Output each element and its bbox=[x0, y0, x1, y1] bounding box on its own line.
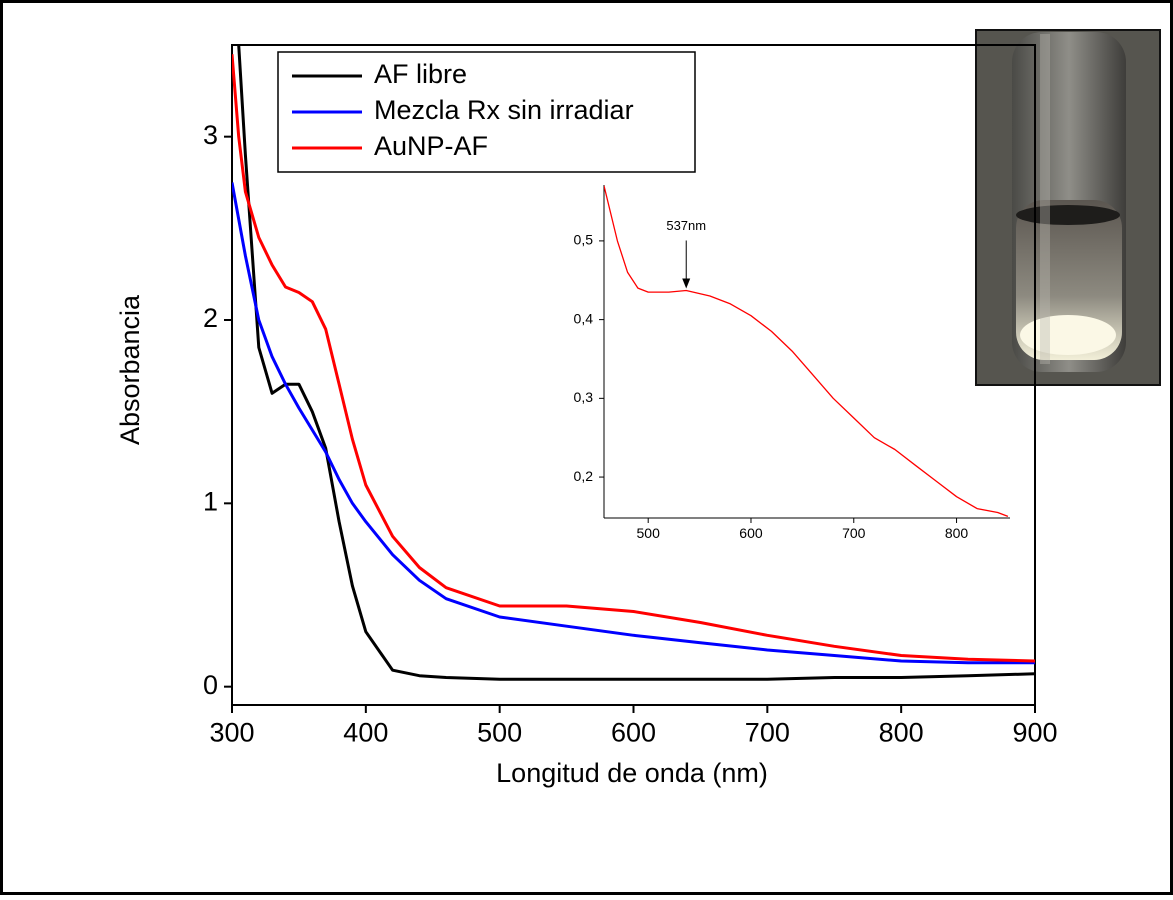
y-tick-label: 3 bbox=[203, 120, 218, 150]
x-axis-label: Longitud de onda (nm) bbox=[496, 758, 768, 788]
x-tick-label: 700 bbox=[842, 525, 866, 541]
y-axis-label: Absorbancia bbox=[115, 294, 145, 445]
legend-label: AF libre bbox=[374, 59, 467, 89]
series-line bbox=[604, 185, 1009, 518]
series-line bbox=[232, 182, 1035, 665]
y-tick-label: 2 bbox=[203, 303, 218, 333]
series-line bbox=[232, 54, 1035, 663]
y-tick-label: 0,3 bbox=[574, 389, 594, 405]
legend-label: Mezcla Rx sin irradiar bbox=[374, 95, 634, 125]
x-tick-label: 700 bbox=[745, 718, 790, 748]
series-line bbox=[237, 45, 1035, 681]
x-tick-label: 300 bbox=[209, 718, 254, 748]
y-tick-label: 0 bbox=[203, 670, 218, 700]
x-tick-label: 900 bbox=[1012, 718, 1057, 748]
annotation-label: 537nm bbox=[666, 218, 706, 233]
x-tick-label: 500 bbox=[637, 525, 661, 541]
x-tick-label: 600 bbox=[739, 525, 763, 541]
x-tick-label: 800 bbox=[945, 525, 969, 541]
x-tick-label: 800 bbox=[879, 718, 924, 748]
y-tick-label: 0,2 bbox=[574, 468, 594, 484]
legend-label: AuNP-AF bbox=[374, 131, 488, 161]
y-tick-label: 1 bbox=[203, 486, 218, 516]
x-tick-label: 600 bbox=[611, 718, 656, 748]
y-tick-label: 0,5 bbox=[574, 232, 594, 248]
x-tick-label: 400 bbox=[343, 718, 388, 748]
photo bbox=[975, 29, 1161, 386]
x-tick-label: 500 bbox=[477, 718, 522, 748]
y-tick-label: 0,4 bbox=[574, 310, 594, 326]
annotation-arrowhead bbox=[682, 278, 691, 289]
legend: AF libre Mezcla Rx sin irradiar AuNP-AF bbox=[277, 51, 696, 173]
